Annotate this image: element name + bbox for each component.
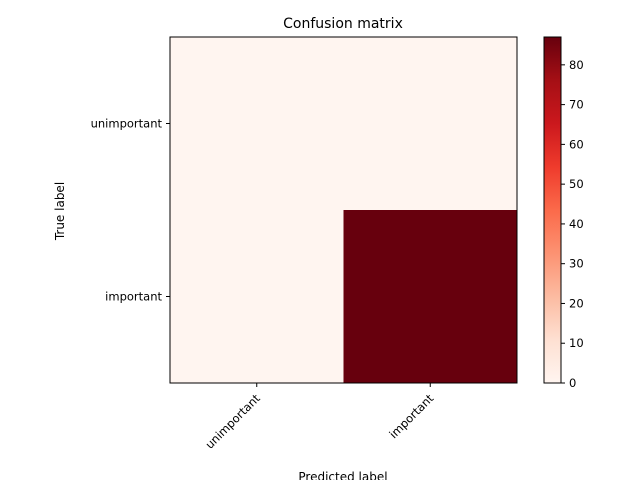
colorbar [543, 36, 562, 384]
heatmap-cell [170, 210, 344, 383]
y-tick-label: unimportant [91, 117, 163, 131]
x-tick-label: unimportant [202, 391, 263, 452]
colorbar-tick-label: 20 [569, 296, 584, 310]
colorbar-tick-label: 0 [569, 376, 576, 390]
y-tick-label: important [105, 290, 162, 304]
colorbar-tick-label: 70 [569, 98, 584, 112]
x-axis-label: Predicted label [298, 470, 387, 480]
colorbar-tick-label: 40 [569, 217, 584, 231]
heatmap-cells [170, 37, 517, 383]
y-axis-label: True label [53, 182, 67, 241]
colorbar-ticks: 0 10 20 30 40 50 60 70 80 [561, 58, 584, 390]
colorbar-tick-label: 80 [569, 58, 584, 72]
chart-title: Confusion matrix [283, 16, 403, 32]
colorbar-tick-label: 60 [569, 137, 584, 151]
plot-frame [169, 36, 518, 384]
colorbar-tick-label: 10 [569, 336, 584, 350]
heatmap-cell [170, 37, 344, 210]
x-axis-ticks: unimportant important [202, 383, 437, 452]
colorbar-tick-label: 50 [569, 177, 584, 191]
colorbar-tick-label: 30 [569, 257, 584, 271]
heatmap-cell [343, 210, 517, 383]
y-axis-ticks: unimportant important [91, 117, 170, 304]
heatmap-cell [343, 37, 517, 210]
x-tick-label: important [386, 391, 436, 441]
